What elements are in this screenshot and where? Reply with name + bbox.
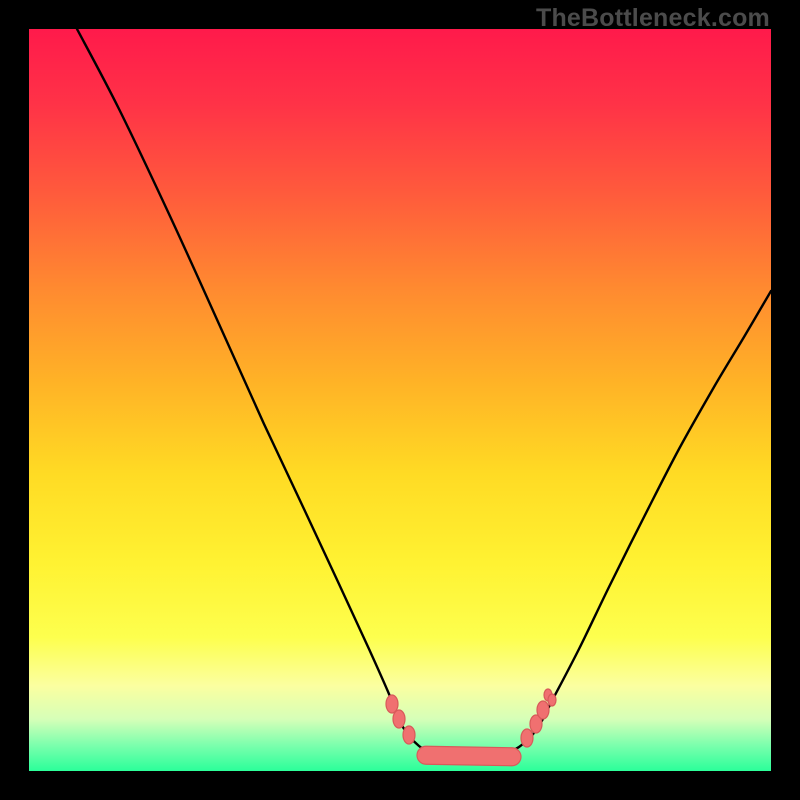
curve-layer	[29, 29, 771, 771]
bottleneck-curve	[77, 29, 771, 758]
plot-area	[29, 29, 771, 771]
watermark-text: TheBottleneck.com	[536, 4, 770, 33]
marker-dot	[393, 710, 405, 728]
marker-group	[386, 689, 556, 766]
marker-pill	[417, 746, 521, 766]
marker-dot	[548, 694, 556, 706]
marker-dot	[403, 726, 415, 744]
marker-dot	[521, 729, 533, 747]
marker-dot	[537, 701, 549, 719]
